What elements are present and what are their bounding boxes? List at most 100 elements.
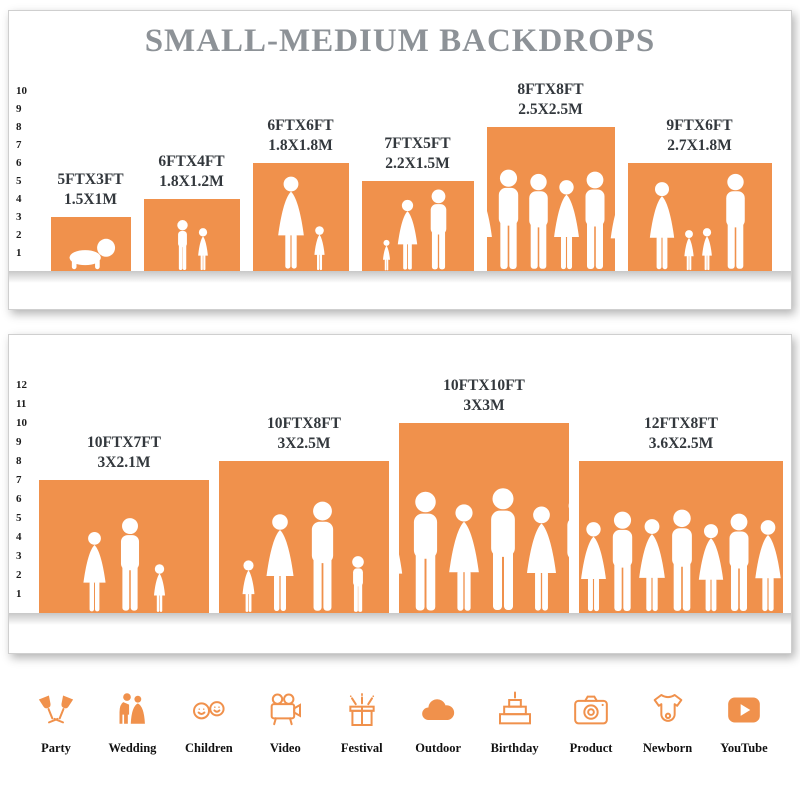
floor-shadow [9, 271, 791, 283]
category-label: Festival [340, 741, 383, 755]
category-product: Product [559, 690, 623, 756]
size-ft: 10FTX8FT [266, 415, 342, 433]
man-silhouette-icon [422, 189, 455, 271]
man-silhouette-icon [716, 173, 755, 271]
y-axis-tick: 9 [16, 436, 22, 448]
outdoor-icon [418, 690, 458, 730]
y-axis-tick: 5 [16, 512, 22, 524]
backdrop-10x10: 10FTX10FT 3X3M [399, 376, 569, 613]
category-label: Children [185, 741, 233, 755]
size-ft: 6FTX6FT [267, 117, 334, 135]
y-axis-tick: 2 [16, 229, 22, 241]
backdrop-size-label: 8FTX8FT 2.5X2.5M [517, 80, 583, 120]
size-ft: 6FTX4FT [158, 153, 225, 171]
children-icon [189, 690, 229, 730]
backdrop-size-label: 6FTX6FT 1.8X1.8M [267, 116, 333, 156]
girl-silhouette-icon [680, 229, 698, 271]
size-ft: 12FTX8FT [643, 415, 719, 433]
y-axis-tick: 1 [16, 588, 22, 600]
baby-silhouette-icon [62, 235, 120, 271]
backdrop-size-label: 5FTX3FT 1.5X1M [57, 170, 123, 210]
man-silhouette-icon [111, 517, 149, 613]
y-axis-tick: 6 [16, 493, 22, 505]
category-youtube: YouTube [712, 690, 776, 756]
size-m: 1.5X1M [64, 191, 117, 209]
man-silhouette-icon [777, 516, 783, 613]
backdrop-rect [361, 181, 474, 271]
video-icon [265, 690, 305, 730]
backdrop-5x3: 5FTX3FT 1.5X1M [50, 170, 131, 271]
y-axis-tick: 11 [16, 398, 27, 410]
girl-silhouette-icon [194, 227, 212, 271]
child-silhouette-icon [345, 555, 371, 613]
backdrop-infographic: { "title": "SMALL-MEDIUM BACKDROPS", "ac… [0, 10, 800, 800]
category-video: Video [253, 690, 317, 756]
woman-silhouette-icon [260, 513, 300, 613]
floor-shadow [9, 613, 791, 625]
size-m: 1.8X1.8M [268, 137, 333, 155]
y-axis-tick: 7 [16, 474, 22, 486]
category-label: Product [569, 741, 613, 755]
size-m: 1.8X1.2M [159, 173, 224, 191]
backdrop-rect [39, 480, 209, 613]
backdrop-rect [627, 163, 772, 271]
girl-silhouette-icon [698, 227, 716, 271]
y-axis-tick: 12 [16, 379, 27, 391]
page-title: SMALL-MEDIUM BACKDROPS [144, 23, 656, 59]
size-m: 3.6X2.5M [648, 435, 714, 453]
category-label: Newborn [642, 741, 693, 755]
category-children: Children [177, 690, 241, 756]
man-silhouette-icon [300, 501, 345, 613]
woman-silhouette-icon [644, 181, 680, 271]
y-axis-tick: 10 [16, 85, 27, 97]
backdrop-7x5: 7FTX5FT 2.2X1.5M [361, 134, 474, 271]
woman-silhouette-icon [78, 531, 111, 613]
backdrop-rect [50, 217, 131, 271]
wedding-icon [112, 690, 152, 730]
large-size-panel: 12 11 10 9 8 7 6 5 4 3 2 1 10FTX7FT 3X2.… [8, 334, 792, 654]
woman-silhouette-icon [393, 199, 422, 271]
festival-icon [342, 690, 382, 730]
girl-silhouette-icon [149, 563, 170, 613]
y-axis-tick: 8 [16, 455, 22, 467]
woman-silhouette-icon [605, 183, 615, 271]
backdrop-8x8: 8FTX8FT 2.5X2.5M [486, 80, 615, 271]
y-axis-tick: 9 [16, 103, 22, 115]
category-wedding: Wedding [100, 690, 164, 756]
y-axis-tick: 5 [16, 175, 22, 187]
size-m: 3X2.5M [277, 435, 331, 453]
newborn-icon [648, 690, 688, 730]
y-axis-tick: 8 [16, 121, 22, 133]
backdrop-9x6: 9FTX6FT 2.7X1.8M [627, 116, 772, 271]
girl-silhouette-icon [237, 559, 260, 613]
backdrop-row: 10FTX7FT 3X2.1M 10FTX8FT 3X2.5M 10FTX10F… [37, 376, 785, 613]
product-icon [571, 690, 611, 730]
y-axis-tick: 10 [16, 417, 27, 429]
category-label: Outdoor [415, 741, 462, 755]
y-axis: 10 9 8 7 6 5 4 3 2 1 [14, 11, 36, 309]
y-axis-tick: 6 [16, 157, 22, 169]
small-medium-panel: SMALL-MEDIUM BACKDROPS 10 9 8 7 6 5 4 3 … [8, 10, 792, 310]
category-outdoor: Outdoor [406, 690, 470, 756]
y-axis-tick: 2 [16, 569, 22, 581]
size-m: 2.2X1.5M [385, 155, 450, 173]
backdrop-rect [579, 461, 783, 613]
size-ft: 9FTX6FT [666, 117, 733, 135]
category-row: Party Wedding Children Video Festival Ou… [0, 690, 800, 756]
y-axis-tick: 7 [16, 139, 22, 151]
size-ft: 8FTX8FT [517, 81, 584, 99]
size-m: 3X3M [463, 397, 505, 415]
backdrop-rect [486, 127, 615, 271]
girl-silhouette-icon [310, 225, 329, 271]
backdrop-size-label: 7FTX5FT 2.2X1.5M [384, 134, 450, 174]
category-label: Birthday [490, 741, 539, 755]
size-ft: 5FTX3FT [57, 171, 124, 189]
category-festival: Festival [330, 690, 394, 756]
woman-silhouette-icon [272, 175, 310, 271]
size-m: 2.7X1.8M [667, 137, 732, 155]
backdrop-6x4: 6FTX4FT 1.8X1.2M [143, 152, 240, 271]
backdrop-rect [252, 163, 349, 271]
backdrop-rect [143, 199, 240, 271]
size-ft: 7FTX5FT [384, 135, 451, 153]
size-ft: 10FTX10FT [443, 377, 525, 395]
